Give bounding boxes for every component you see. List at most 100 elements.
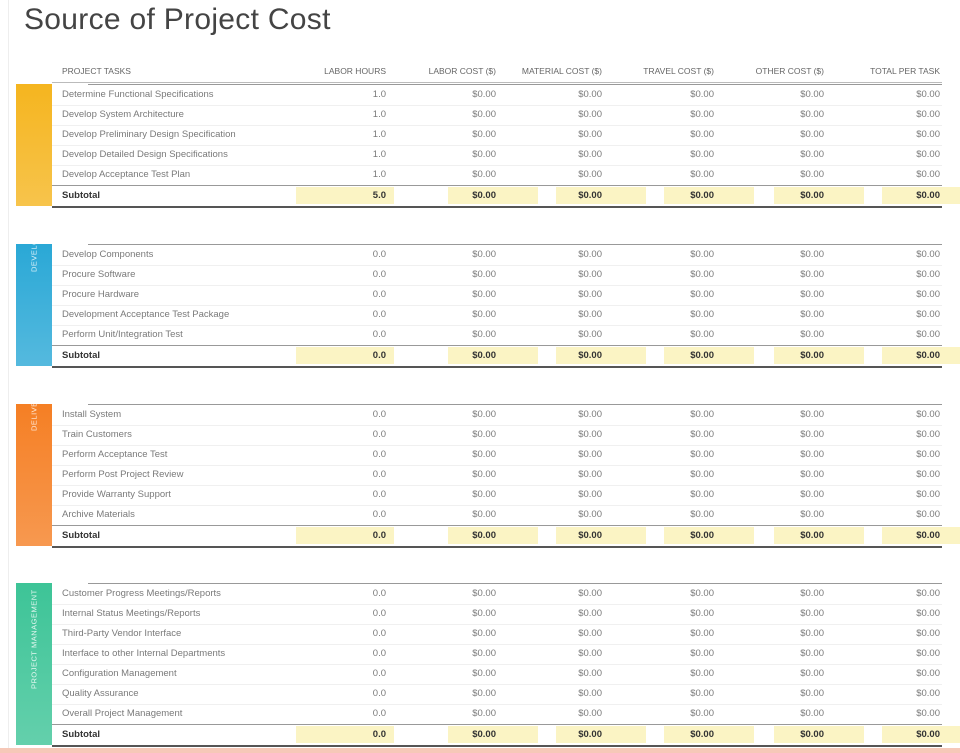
cell-travel[interactable]: $0.00 [690,530,714,541]
cell-labor[interactable]: $0.00 [472,169,496,180]
cell-total[interactable]: $0.00 [916,449,940,460]
cell-other[interactable]: $0.00 [800,109,824,120]
cell-labor[interactable]: $0.00 [472,648,496,659]
cell-travel[interactable]: $0.00 [690,409,714,420]
cell-travel[interactable]: $0.00 [690,109,714,120]
cell-material[interactable]: $0.00 [578,269,602,280]
cell-travel[interactable]: $0.00 [690,688,714,699]
cell-task[interactable]: Procure Software [62,269,136,280]
cell-labor[interactable]: $0.00 [472,588,496,599]
cell-total[interactable]: $0.00 [916,668,940,679]
table-row[interactable]: Third-Party Vendor Interface 0.0 $0.00 $0.0… [52,624,942,645]
cell-material[interactable]: $0.00 [578,309,602,320]
cell-labor[interactable]: $0.00 [472,269,496,280]
cell-other[interactable]: $0.00 [800,289,824,300]
cell-task[interactable]: Develop System Architecture [62,109,184,120]
cell-task[interactable]: Internal Status Meetings/Reports [62,608,201,619]
cell-travel[interactable]: $0.00 [690,489,714,500]
cell-task[interactable]: Subtotal [62,350,100,361]
table-row[interactable]: Develop Preliminary Design Specification… [52,125,942,146]
cell-total[interactable]: $0.00 [916,350,940,361]
cell-total[interactable]: $0.00 [916,429,940,440]
cell-travel[interactable]: $0.00 [690,269,714,280]
cell-labor[interactable]: $0.00 [472,249,496,260]
cell-material[interactable]: $0.00 [578,628,602,639]
cell-hours[interactable]: 0.0 [372,648,386,659]
cell-total[interactable]: $0.00 [916,509,940,520]
cell-other[interactable]: $0.00 [800,449,824,460]
table-row[interactable]: Quality Assurance 0.0 $0.00 $0.00 $0.00 $0.00… [52,684,942,705]
cell-travel[interactable]: $0.00 [690,608,714,619]
cell-hours[interactable]: 0.0 [372,688,386,699]
cell-travel[interactable]: $0.00 [690,628,714,639]
cell-other[interactable]: $0.00 [800,489,824,500]
cell-other[interactable]: $0.00 [800,530,824,541]
cell-travel[interactable]: $0.00 [690,309,714,320]
cell-task[interactable]: Third-Party Vendor Interface [62,628,182,639]
cell-labor[interactable]: $0.00 [472,89,496,100]
cell-task[interactable]: Develop Detailed Design Specifications [62,149,228,160]
table-row[interactable]: Develop Detailed Design Specifications 1.… [52,145,942,166]
cell-material[interactable]: $0.00 [578,109,602,120]
cell-total[interactable]: $0.00 [916,289,940,300]
cell-other[interactable]: $0.00 [800,668,824,679]
cell-material[interactable]: $0.00 [578,89,602,100]
cell-task[interactable]: Develop Acceptance Test Plan [62,169,191,180]
subtotal-row[interactable]: Subtotal 0.0 $0.00 $0.00 $0.00 $0.00 $0.00 [52,525,960,548]
table-row[interactable]: Perform Post Project Review 0.0 $0.00 $0.00… [52,465,942,486]
cell-labor[interactable]: $0.00 [472,469,496,480]
table-row[interactable]: Procure Hardware 0.0 $0.00 $0.00 $0.00 $0.00 $… [52,285,942,306]
cell-material[interactable]: $0.00 [578,668,602,679]
table-row[interactable]: Train Customers 0.0 $0.00 $0.00 $0.00 $0.00 $0… [52,425,942,446]
cell-hours[interactable]: 0.0 [372,628,386,639]
subtotal-row[interactable]: Subtotal 0.0 $0.00 $0.00 $0.00 $0.00 $0.00 [52,345,960,368]
cell-total[interactable]: $0.00 [916,269,940,280]
cell-hours[interactable]: 1.0 [372,149,386,160]
cell-labor[interactable]: $0.00 [472,309,496,320]
table-row[interactable]: Install System 0.0 $0.00 $0.00 $0.00 $0.00 $0.… [52,405,942,426]
table-row[interactable]: Internal Status Meetings/Reports 0.0 $0.00… [52,604,942,625]
cell-travel[interactable]: $0.00 [690,429,714,440]
cell-travel[interactable]: $0.00 [690,350,714,361]
cell-other[interactable]: $0.00 [800,409,824,420]
cell-task[interactable]: Quality Assurance [62,688,139,699]
cell-hours[interactable]: 0.0 [372,289,386,300]
cell-labor[interactable]: $0.00 [472,509,496,520]
cell-other[interactable]: $0.00 [800,648,824,659]
cell-material[interactable]: $0.00 [578,688,602,699]
table-row[interactable]: Procure Software 0.0 $0.00 $0.00 $0.00 $0.00 $… [52,265,942,286]
cell-travel[interactable]: $0.00 [690,708,714,719]
cell-hours[interactable]: 0.0 [372,309,386,320]
cell-labor[interactable]: $0.00 [472,688,496,699]
subtotal-row[interactable]: Subtotal 0.0 $0.00 $0.00 $0.00 $0.00 $0.00 [52,724,960,747]
cell-material[interactable]: $0.00 [578,329,602,340]
cell-material[interactable]: $0.00 [578,190,602,201]
cell-travel[interactable]: $0.00 [690,329,714,340]
table-row[interactable]: Develop Components 0.0 $0.00 $0.00 $0.00 $0.0… [52,245,942,266]
cell-task[interactable]: Overall Project Management [62,708,183,719]
cell-total[interactable]: $0.00 [916,628,940,639]
cell-total[interactable]: $0.00 [916,249,940,260]
cell-task[interactable]: Procure Hardware [62,289,140,300]
cell-total[interactable]: $0.00 [916,588,940,599]
cell-task[interactable]: Perform Acceptance Test [62,449,168,460]
cell-material[interactable]: $0.00 [578,648,602,659]
cell-total[interactable]: $0.00 [916,169,940,180]
cell-hours[interactable]: 0.0 [372,729,386,740]
cell-task[interactable]: Development Acceptance Test Package [62,309,230,320]
cell-other[interactable]: $0.00 [800,129,824,140]
cell-total[interactable]: $0.00 [916,469,940,480]
cell-total[interactable]: $0.00 [916,329,940,340]
cell-material[interactable]: $0.00 [578,530,602,541]
cell-hours[interactable]: 0.0 [372,429,386,440]
cell-task[interactable]: Configuration Management [62,668,177,679]
cell-hours[interactable]: 0.0 [372,530,386,541]
table-row[interactable]: Provide Warranty Support 0.0 $0.00 $0.00 $0.… [52,485,942,506]
table-row[interactable]: Configuration Management 0.0 $0.00 $0.00 $0.… [52,664,942,685]
cell-labor[interactable]: $0.00 [472,129,496,140]
table-row[interactable]: Interface to other Internal Departments 0… [52,644,942,665]
cell-travel[interactable]: $0.00 [690,129,714,140]
cell-travel[interactable]: $0.00 [690,89,714,100]
cell-hours[interactable]: 0.0 [372,469,386,480]
cell-other[interactable]: $0.00 [800,729,824,740]
